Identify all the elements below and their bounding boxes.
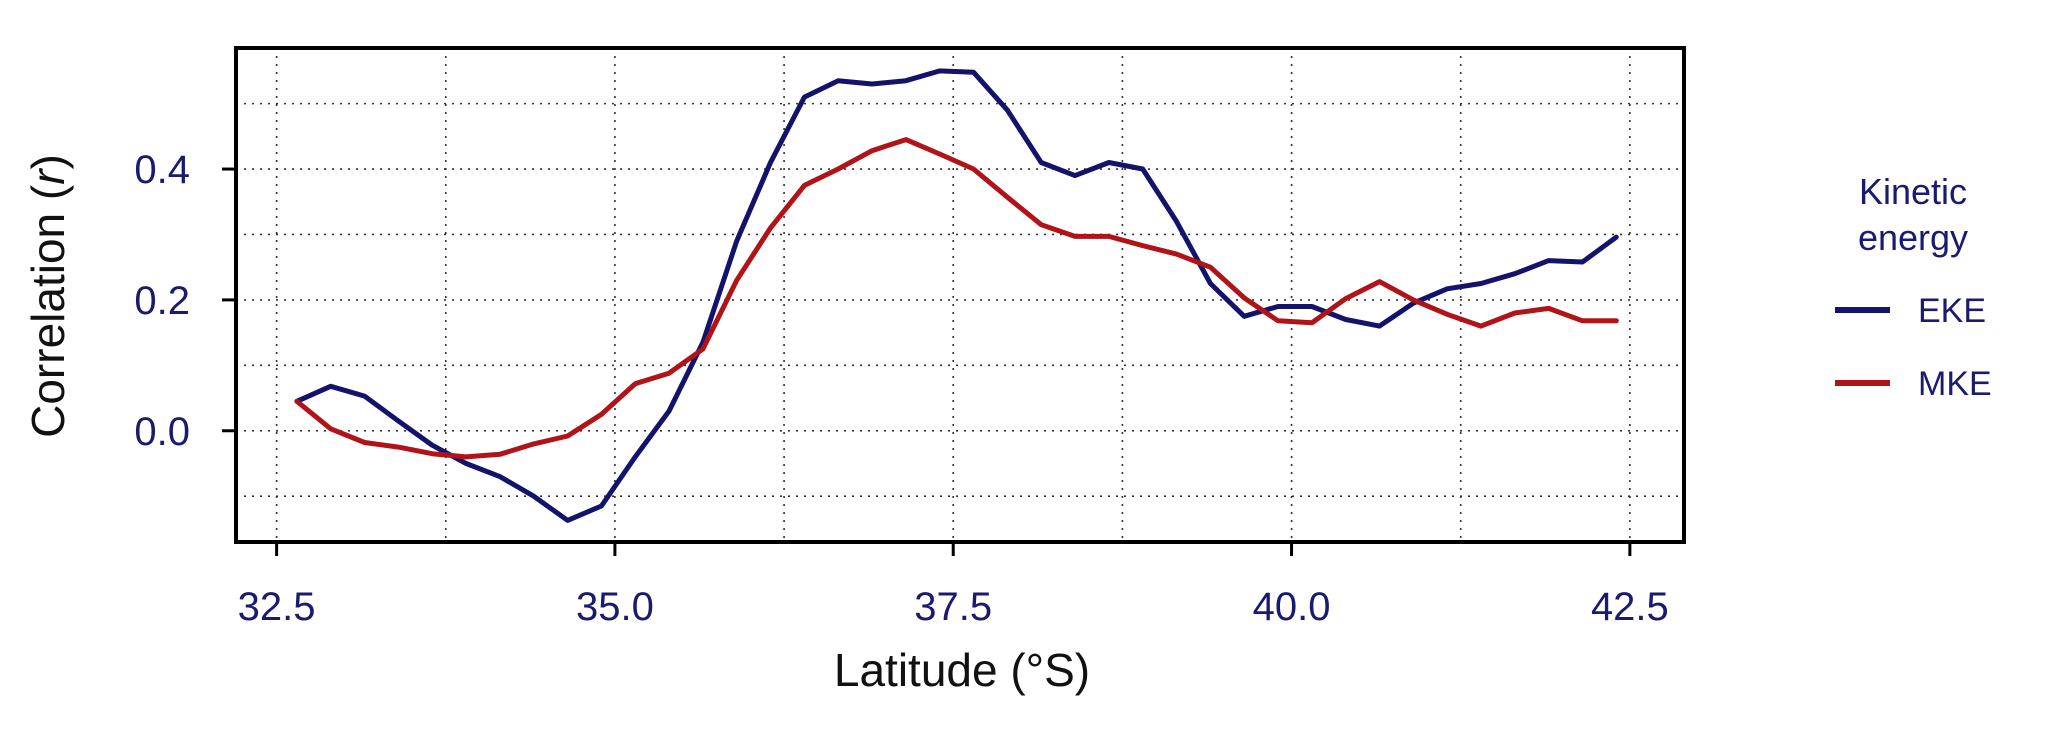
series-line-mke — [297, 140, 1616, 457]
x-axis-title: Latitude (°S) — [834, 644, 1090, 696]
plot-frame — [236, 48, 1684, 542]
y-tick-label-0: 0.0 — [134, 410, 190, 454]
axes: 32.5 35.0 37.5 40.0 42.5 0.0 0.2 0.4 — [134, 148, 1668, 629]
legend-title-line2: energy — [1858, 217, 1968, 258]
legend-title-line1: Kinetic — [1859, 171, 1967, 212]
x-tick-label-2: 37.5 — [914, 585, 992, 629]
x-tick-label-4: 42.5 — [1591, 585, 1669, 629]
grid-lines — [236, 48, 1684, 542]
y-tick-label-1: 0.2 — [134, 279, 190, 323]
x-tick-label-0: 32.5 — [238, 585, 316, 629]
legend-label-mke: MKE — [1918, 365, 1992, 403]
legend-items: EKE MKE — [1835, 292, 1992, 403]
legend-label-eke: EKE — [1918, 292, 1986, 330]
y-tick-label-2: 0.4 — [134, 148, 190, 192]
legend: Kinetic energy EKE MKE — [1835, 171, 1992, 403]
data-series — [297, 71, 1616, 521]
y-axis-title: Correlation (r) — [22, 154, 74, 438]
x-tick-label-1: 35.0 — [576, 585, 654, 629]
x-tick-label-3: 40.0 — [1253, 585, 1331, 629]
